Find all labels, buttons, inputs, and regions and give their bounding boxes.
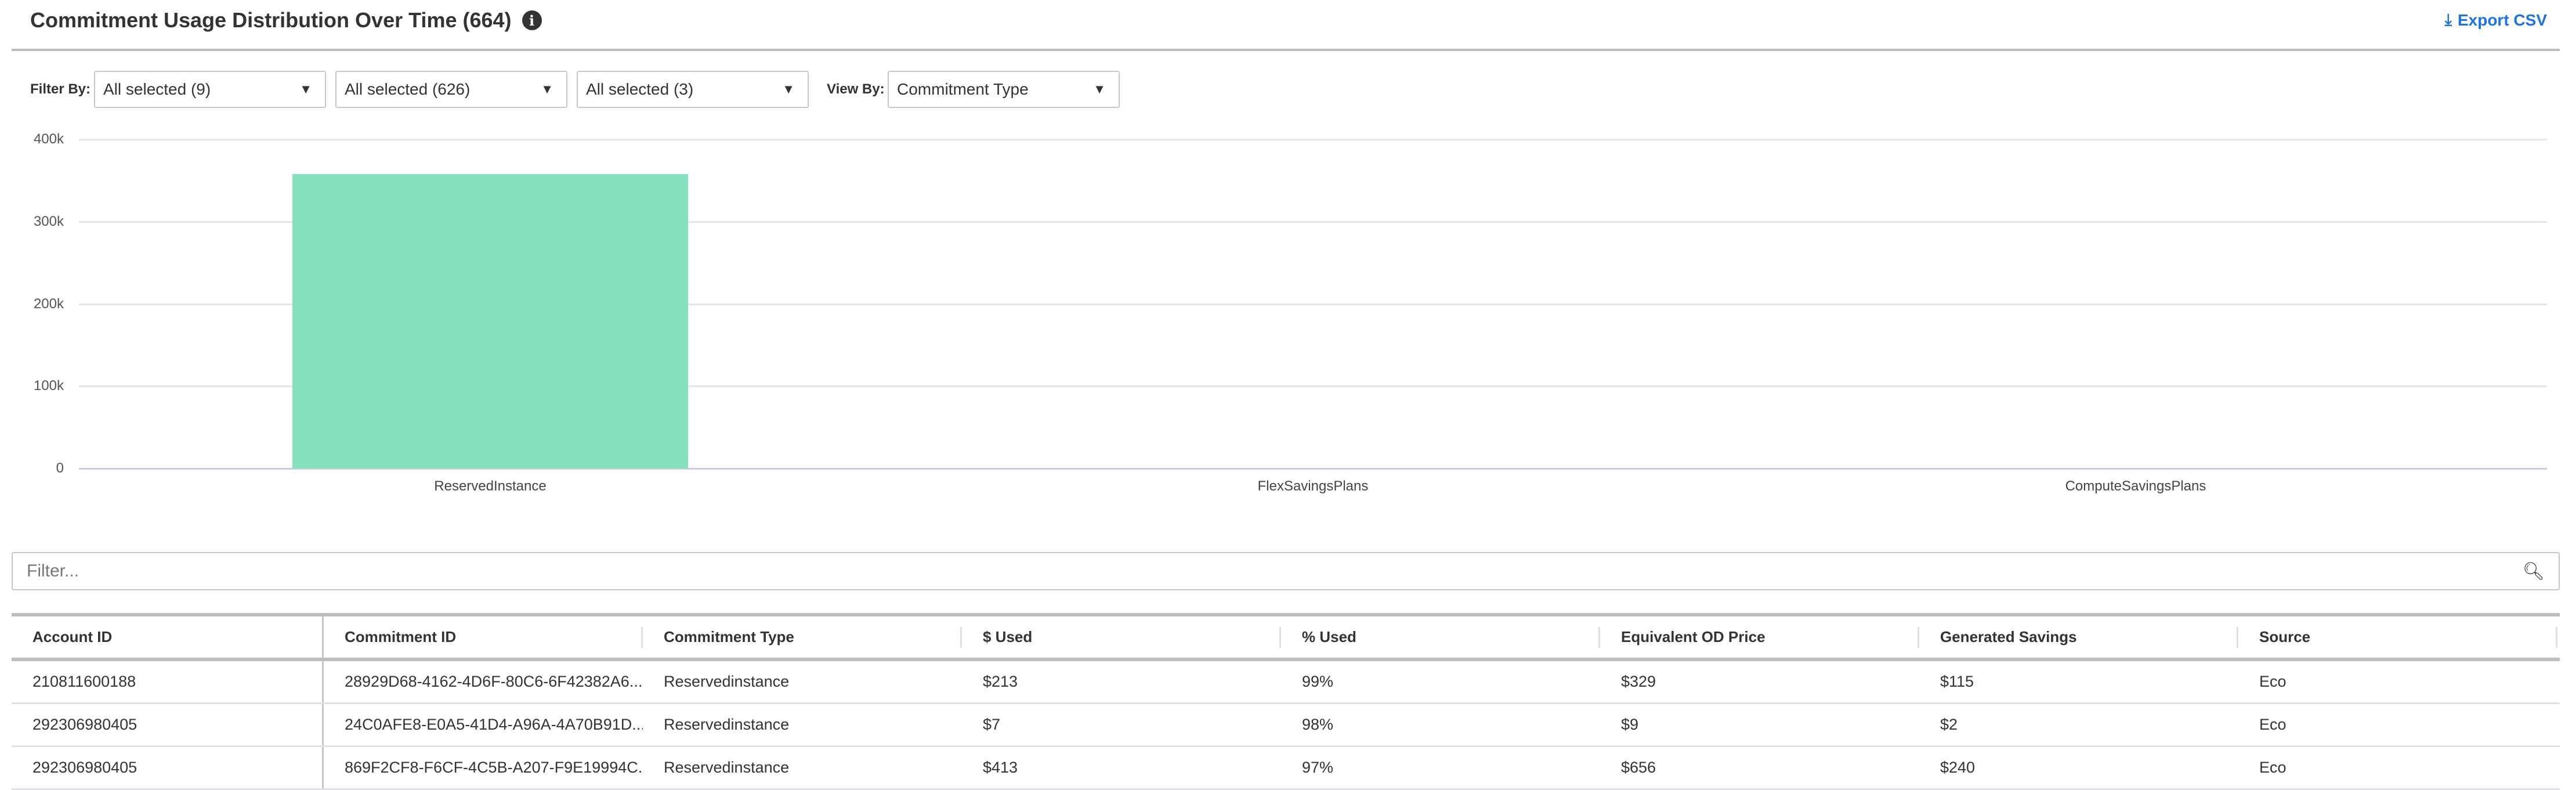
export-csv-button[interactable]: ⤓ Export CSV [2445,10,2547,30]
column-header[interactable]: $ Used [962,616,1281,658]
x-tick-label: ComputeSavingsPlans [2065,478,2206,494]
table-cell: $329 [1621,673,1656,690]
gridline [79,468,2547,470]
y-tick-label: 0 [56,460,64,476]
y-tick-label: 100k [33,378,64,394]
gridline [79,385,2547,388]
table-cell: 99% [1302,673,1334,690]
table-header: Account ID Commitment ID Commitment Type $ … [12,616,2560,658]
table-filter-input[interactable]: Filter... 🔍︎ [12,552,2560,590]
select-value: Commitment Type [897,80,1029,98]
gridline [79,139,2547,140]
filter-select-2[interactable]: All selected (626) ▼ [335,71,567,108]
table-cell: Eco [2259,673,2286,690]
commitments-table: Account ID Commitment ID Commitment Type $ … [12,613,2560,790]
column-header[interactable]: Source [2238,616,2557,658]
column-header[interactable]: Generated Savings [1919,616,2238,658]
table-cell: $9 [1621,716,1639,733]
x-tick-label: ReservedInstance [434,478,547,494]
bar[interactable] [292,174,688,468]
filter-placeholder: Filter... [27,561,79,580]
caret-down-icon: ▼ [541,82,553,96]
table-cell: 292306980405 [12,704,324,745]
table-top-border [12,613,2560,616]
table-cell: $656 [1621,759,1656,776]
table-row[interactable]: 292306980405 24C0AFE8-E0A5-41D4-A96A-4A70… [12,704,2560,747]
table-cell: 97% [1302,759,1334,776]
select-value: All selected (626) [345,80,471,98]
info-icon[interactable]: i [522,10,542,30]
table-cell: Eco [2259,759,2286,776]
table-cell: 98% [1302,716,1334,733]
filter-select-1[interactable]: All selected (9) ▼ [94,71,326,108]
table-row[interactable]: 210811600188 28929D68-4162-4D6F-80C6-6F42… [12,661,2560,704]
divider [12,49,2560,51]
table-row[interactable]: 292306980405 869F2CF8-F6CF-4C5B-A207-F9E1… [12,747,2560,790]
select-value: All selected (9) [103,80,211,98]
table-cell: Reservedinstance [664,673,790,690]
table-cell: $7 [983,716,1001,733]
column-header[interactable]: Account ID [12,616,324,658]
x-tick-label: FlexSavingsPlans [1257,478,1369,494]
chart-title: Commitment Usage Distribution Over Time … [30,8,542,33]
table-cell: 869F2CF8-F6CF-4C5B-A207-F9E19994C... [345,759,643,776]
table-cell: $413 [983,759,1018,776]
table-cell: Reservedinstance [664,759,790,776]
caret-down-icon: ▼ [299,82,312,96]
column-header[interactable]: Commitment Type [643,616,962,658]
caret-down-icon: ▼ [1093,82,1106,96]
column-header[interactable]: Commitment ID [324,616,643,658]
filter-by-label: Filter By: [30,81,91,97]
column-header[interactable]: % Used [1281,616,1600,658]
y-tick-label: 300k [33,213,64,229]
view-by-label: View By: [827,81,885,97]
download-icon: ⤓ [2444,10,2452,28]
table-cell: $115 [1940,673,1974,690]
select-value: All selected (3) [586,80,694,98]
header-border [12,658,2560,661]
title-text: Commitment Usage Distribution Over Time … [30,8,512,32]
filter-select-3[interactable]: All selected (3) ▼ [577,71,809,108]
table-cell: $2 [1940,716,1958,733]
export-label: Export CSV [2457,10,2547,29]
view-by-select[interactable]: Commitment Type ▼ [888,71,1120,108]
caret-down-icon: ▼ [782,82,795,96]
search-icon[interactable]: 🔍︎ [2522,561,2545,581]
gridline [79,303,2547,305]
gridline [79,221,2547,223]
table-cell: Eco [2259,716,2286,733]
table-cell: 28929D68-4162-4D6F-80C6-6F42382A6... [345,673,643,690]
column-header[interactable]: Equivalent OD Price [1600,616,1919,658]
y-tick-label: 200k [33,295,64,312]
table-cell: 24C0AFE8-E0A5-41D4-A96A-4A70B91D... [345,716,643,733]
table-cell: 210811600188 [12,661,324,702]
y-tick-label: 400k [33,131,64,147]
table-cell: $213 [983,673,1018,690]
table-cell: Reservedinstance [664,716,790,733]
table-cell: $240 [1940,759,1976,776]
table-cell: 292306980405 [12,747,324,788]
